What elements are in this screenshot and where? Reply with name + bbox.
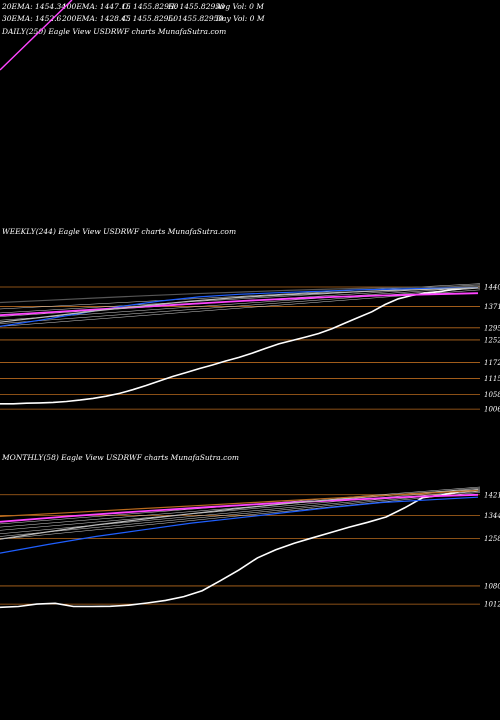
y-tick-label: 1115 xyxy=(484,375,500,383)
y-tick-label: 1012 xyxy=(484,601,500,609)
ema100-label: 100EMA: 1447.15 xyxy=(62,2,131,11)
day-volume-label: Day Vol: 0 M xyxy=(215,14,265,23)
y-tick-label: 1258 xyxy=(484,535,500,543)
low-label: L: 1455.82950 xyxy=(167,14,223,23)
open-label: O: 1455.82950 xyxy=(122,2,179,11)
y-tick-label: 1080 xyxy=(484,582,500,590)
indicator-header-row1: 20EMA: 1454.34 100EMA: 1447.15 O: 1455.8… xyxy=(1,2,264,11)
ema200-label: 200EMA: 1428.45 xyxy=(61,14,131,23)
price-line xyxy=(0,489,479,609)
ma-fan-line xyxy=(0,491,481,537)
ma-fan-line xyxy=(0,286,481,321)
indicator-line-ema_blue xyxy=(0,496,479,554)
ema20-label: 20EMA: 1454.34 xyxy=(1,2,66,11)
daily-series-line xyxy=(0,0,73,71)
indicator-header-row2: 30EMA: 1452.6 200EMA: 1428.45 C: 1455.82… xyxy=(2,14,265,23)
indicator-line-ema_magenta xyxy=(0,493,479,523)
y-tick-label: 1172 xyxy=(484,359,500,367)
y-tick-label: 1006 xyxy=(484,406,500,414)
avg-volume-label: Avg Vol: 0 M xyxy=(215,2,264,11)
ma-fan-line xyxy=(0,488,481,531)
monthly-panel-title: MONTHLY(58) Eagle View USDRWF charts Mun… xyxy=(1,453,239,462)
indicator-line-ma_dark xyxy=(0,285,479,304)
indicator-line-grid_orange xyxy=(0,489,479,517)
indicator-line-ema_blue xyxy=(0,287,479,327)
indicator-line-ma_gray xyxy=(0,287,479,323)
y-tick-label: 1344 xyxy=(484,512,500,520)
ma-fan-line xyxy=(0,287,481,324)
close-label: C: 1455.82950 xyxy=(122,14,178,23)
y-tick-label: 1295 xyxy=(484,324,500,332)
y-tick-label: 1440 xyxy=(484,284,500,292)
price-line xyxy=(0,286,479,405)
indicator-line-ema_magenta xyxy=(0,292,479,317)
weekly-panel-title: WEEKLY(244) Eagle View USDRWF charts Mun… xyxy=(2,227,236,236)
ma-fan-line xyxy=(0,492,481,540)
daily-panel xyxy=(0,0,73,71)
ema30-label: 30EMA: 1452.6 xyxy=(2,14,61,23)
high-label: H: 1455.82950 xyxy=(167,2,225,11)
y-tick-label: 1058 xyxy=(484,391,500,399)
daily-panel-title: DAILY(250) Eagle View USDRWF charts Muna… xyxy=(1,27,226,36)
y-tick-label: 1252 xyxy=(484,336,500,344)
